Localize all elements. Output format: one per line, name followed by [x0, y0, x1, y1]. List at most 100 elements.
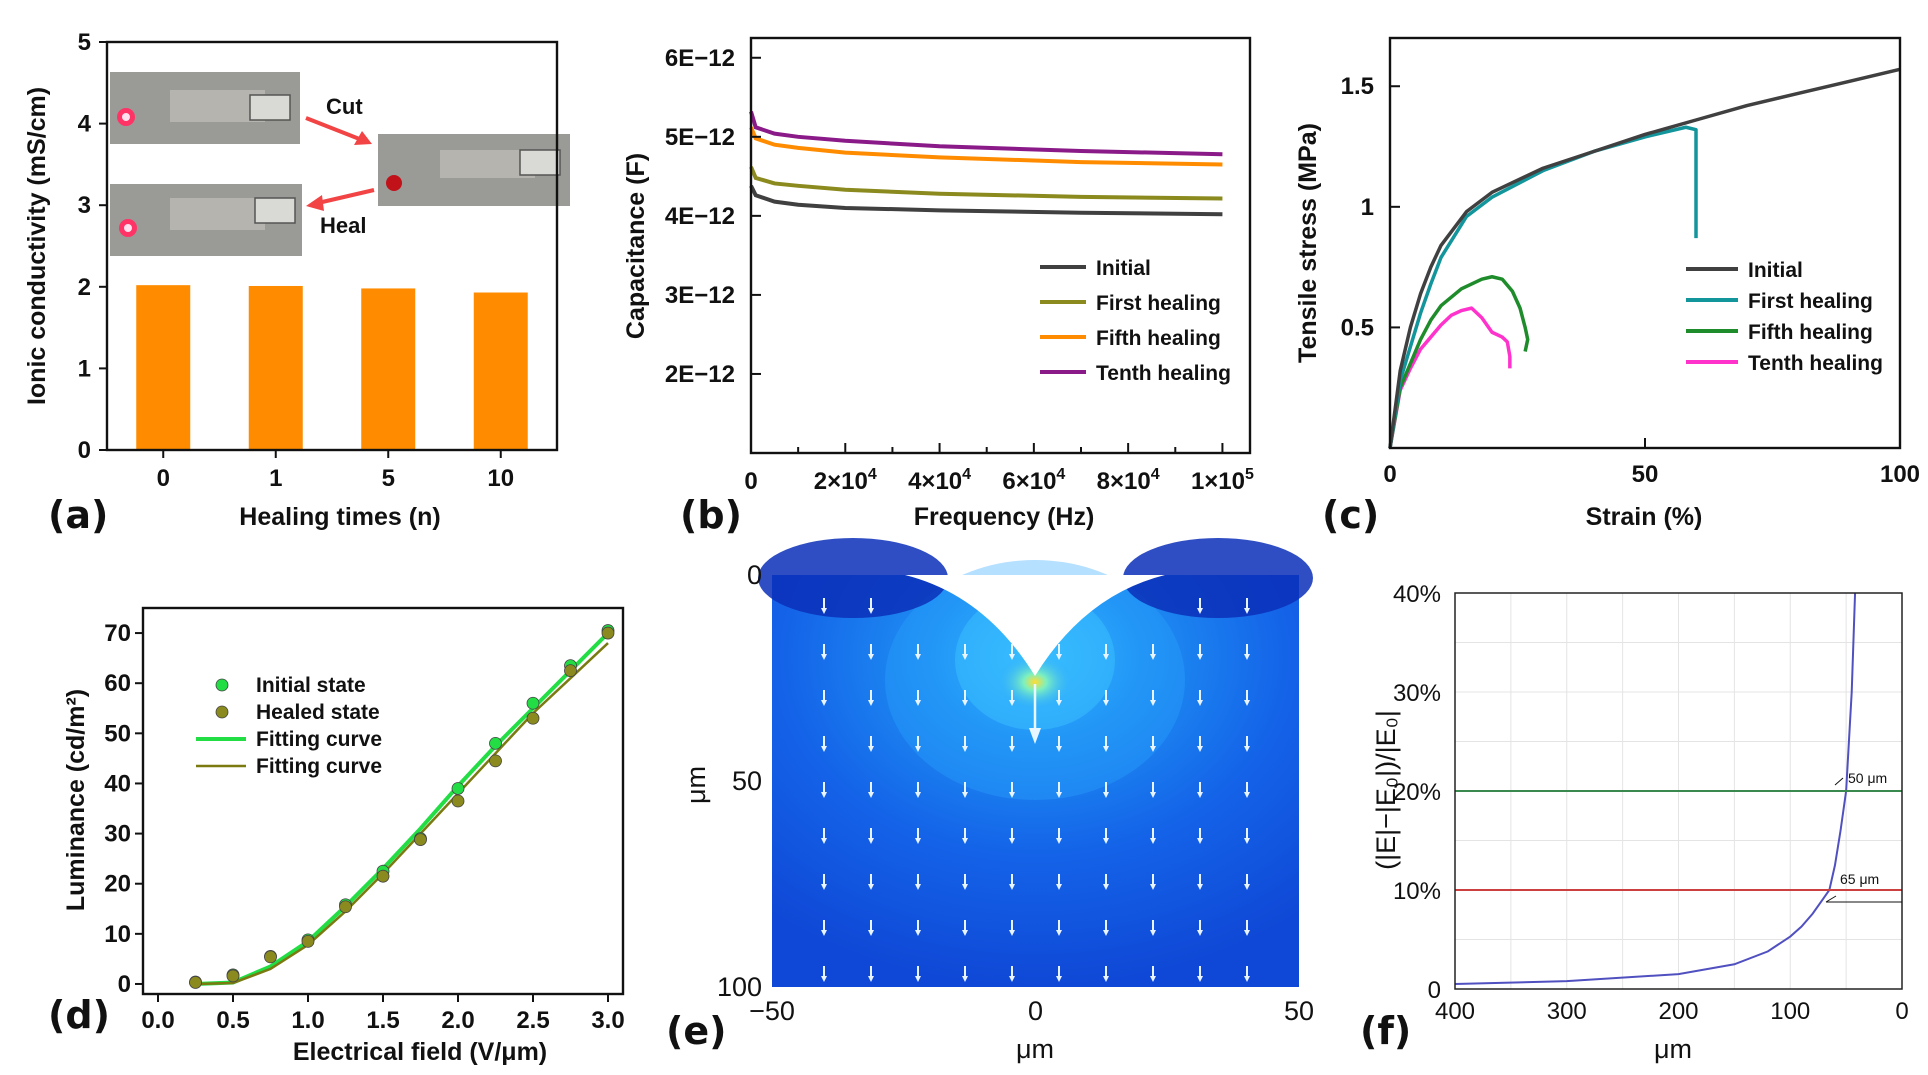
panel-f: 010%20%30%40% 400 300 200 100 0 50 μm 65 μm … — [1360, 581, 1909, 1064]
ytick-label: 30% — [1393, 680, 1441, 707]
data-point — [339, 900, 352, 914]
ytick-label: 60 — [104, 670, 131, 697]
xtick-label: 200 — [1658, 998, 1698, 1025]
annotation-50um: 50 μm — [1848, 770, 1887, 786]
xtick-label: 2.0 — [441, 1007, 474, 1034]
ytick-label: 1.5 — [1341, 73, 1374, 100]
data-point — [376, 869, 390, 883]
ytick-label: 40% — [1393, 581, 1441, 608]
legend-label: Initial — [1748, 259, 1803, 282]
xtick-label: 0 — [1028, 996, 1043, 1026]
axes-f — [1454, 592, 1903, 990]
panel-b: 2E−12 3E−12 4E−12 5E−12 6E−12 0 2×104 4×104 6×1… — [622, 36, 1254, 537]
legend-label: Healed state — [256, 701, 380, 724]
ytick-label: 0 — [78, 437, 91, 464]
cut-label: Cut — [326, 94, 363, 119]
axes-a — [105, 40, 559, 452]
ylabel-a: Ionic conductivity (mS/cm) — [23, 87, 51, 405]
data-point — [526, 696, 540, 710]
panel-d: 0 10 20 30 40 50 60 70 0.0 0.5 1.0 1.5 2.0 2.5 3.0 In… — [48, 606, 625, 1066]
xtick-label: 1 — [269, 465, 282, 492]
line-curve — [1454, 592, 1857, 986]
xtick-label: 2.5 — [516, 1007, 549, 1034]
ytick-label: 3 — [78, 192, 91, 219]
ytick-label: 100 — [717, 972, 762, 1002]
bar-10 — [473, 292, 528, 450]
hotspot — [997, 654, 1073, 710]
ytick-label: 0 — [747, 560, 762, 590]
ytick-label: 4 — [78, 111, 92, 138]
legend-label: Fifth healing — [1096, 327, 1221, 350]
ytick-label: 0 — [118, 971, 131, 998]
xtick-label: 50 — [1632, 461, 1659, 488]
data-point — [489, 754, 502, 768]
panel-label-e: (e) — [666, 1009, 727, 1053]
ytick-label: 1 — [1361, 194, 1374, 221]
ytick-label: 30 — [104, 821, 131, 848]
legend-label: Tenth healing — [1748, 352, 1883, 375]
ytick-label: 70 — [104, 620, 131, 647]
xtick-label: 0 — [744, 468, 757, 495]
ytick-label: 50 — [104, 720, 131, 747]
xlabel-c: Strain (%) — [1586, 503, 1703, 531]
axes-b — [749, 36, 1252, 455]
data-point — [226, 969, 240, 983]
ylabel-c: Tensile stress (MPa) — [1294, 123, 1322, 363]
xlabel-e: μm — [1016, 1034, 1054, 1064]
data-point — [451, 794, 465, 808]
xtick-label: 50 — [1284, 996, 1314, 1026]
xlabel-d: Electrical field (V/μm) — [293, 1038, 547, 1066]
field-arrow-icon — [1029, 728, 1041, 744]
xtick-label: 2×104 — [814, 466, 877, 495]
ytick-label: 3E−12 — [665, 282, 735, 309]
xtick-label: 6×104 — [1002, 466, 1065, 495]
xtick-label: 8×104 — [1097, 466, 1160, 495]
xtick-label: 400 — [1435, 998, 1475, 1025]
xtick-label: 100 — [1770, 998, 1810, 1025]
panel-label-a: (a) — [48, 493, 108, 537]
data-point — [451, 782, 465, 795]
xtick-label: 300 — [1547, 998, 1587, 1025]
legend-swatch — [215, 705, 229, 719]
ytick-label: 10 — [104, 921, 131, 948]
xtick-label: 0.0 — [141, 1007, 174, 1034]
series-initial — [749, 184, 1223, 217]
xtick-label: 10 — [487, 465, 514, 492]
panel-label-c: (c) — [1322, 493, 1379, 537]
series-first-healing — [749, 166, 1223, 201]
xtick-label: 100 — [1880, 461, 1920, 488]
ylabel-d: Luminance (cd/m²) — [62, 689, 90, 911]
ytick-label: 0 — [1428, 977, 1441, 1004]
series-fifth-healing — [749, 126, 1223, 167]
axes-c — [1388, 36, 1902, 450]
ytick-label: 40 — [104, 770, 131, 797]
fit-line — [195, 642, 609, 986]
ytick-label: 2E−12 — [665, 361, 735, 388]
data-point — [301, 934, 315, 948]
bar-5 — [361, 288, 416, 450]
xtick-label: 4×104 — [908, 466, 971, 495]
legend-label: Fifth healing — [1748, 321, 1873, 344]
ytick-label: 4E−12 — [665, 203, 735, 230]
data-point — [264, 950, 277, 964]
ytick-label: 10% — [1393, 878, 1441, 905]
data-point — [601, 626, 615, 640]
data-point — [526, 711, 540, 725]
ytick-label: 0.5 — [1341, 314, 1374, 341]
series-tenth-healing — [1388, 306, 1512, 449]
bar-0 — [136, 285, 191, 450]
data-point — [414, 833, 427, 846]
panel-label-b: (b) — [680, 493, 742, 537]
legend-label: Fitting curve — [256, 755, 382, 778]
xlabel-a: Healing times (n) — [239, 503, 440, 531]
ylabel-b: Capacitance (F) — [622, 153, 650, 339]
legend-label: First healing — [1096, 292, 1221, 315]
led-off-icon — [386, 175, 402, 191]
xtick-label: 0.5 — [216, 1007, 249, 1034]
cut-arrow-icon — [354, 131, 372, 145]
xtick-label: 0 — [1383, 461, 1396, 488]
series-fifth-healing — [1388, 275, 1530, 449]
legend-label: Tenth healing — [1096, 362, 1231, 385]
legend-swatch — [215, 678, 229, 692]
